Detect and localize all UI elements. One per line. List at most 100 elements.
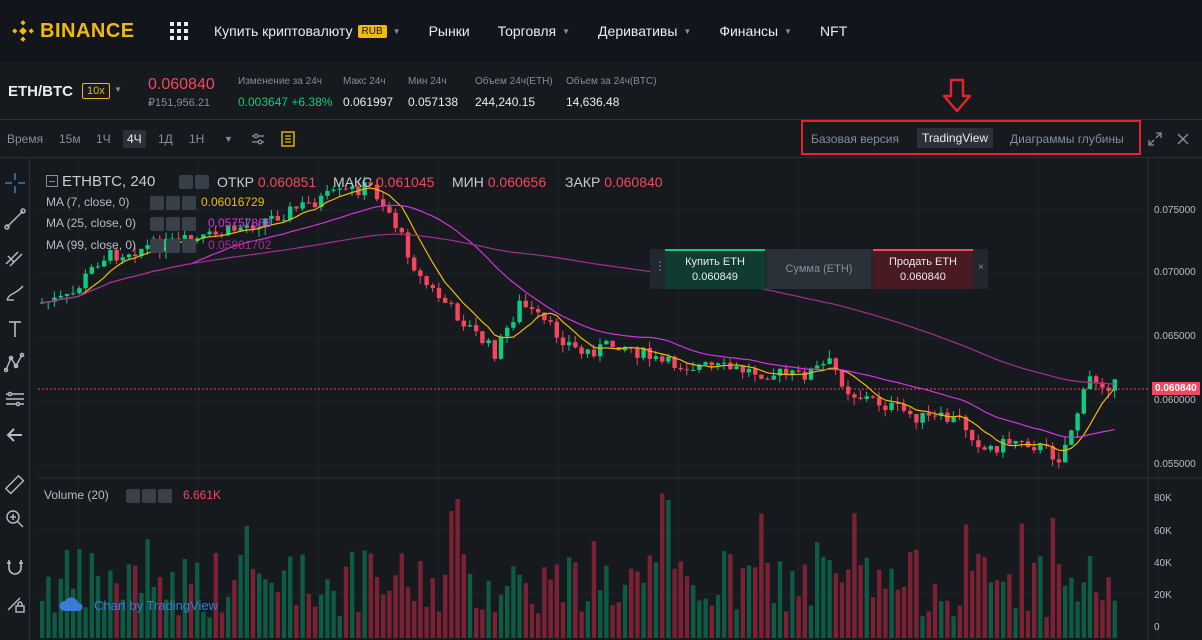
trend-line-icon[interactable]	[4, 208, 26, 230]
price-axis-label: 0.055000	[1154, 459, 1196, 470]
eye-icon	[150, 239, 164, 253]
top-navbar: BINANCE Купить криптовалюту RUB ▼ Рынки …	[0, 0, 1202, 62]
ruler-icon[interactable]	[4, 474, 26, 496]
text-icon[interactable]	[4, 318, 26, 340]
buy-label: Купить ETH	[685, 256, 745, 268]
nav-markets[interactable]: Рынки	[429, 23, 470, 39]
sell-label: Продать ETH	[888, 256, 958, 268]
interval-1h[interactable]: 1Ч	[96, 132, 111, 146]
nav-trade-label: Торговля	[497, 23, 557, 39]
gear-icon	[195, 175, 209, 189]
nav-buy-crypto[interactable]: Купить криптовалюту RUB ▼	[214, 23, 401, 39]
price-axis-label: 0.070000	[1154, 267, 1196, 278]
view-basic[interactable]: Базовая версия	[811, 132, 899, 146]
close-value: 0.060840	[604, 174, 663, 190]
chevron-down-icon[interactable]: ▼	[114, 85, 122, 94]
nav-nft[interactable]: NFT	[820, 23, 847, 39]
cloud-icon	[59, 597, 83, 611]
gear-icon	[142, 489, 156, 503]
ma99-actions[interactable]	[150, 239, 196, 253]
close-icon	[182, 239, 196, 253]
volume-axis-label: 60K	[1154, 526, 1172, 537]
volume-axis-label: 80K	[1154, 493, 1172, 504]
interval-15m[interactable]: 15м	[59, 132, 81, 146]
binance-logo-icon	[12, 20, 34, 42]
gear-icon	[166, 239, 180, 253]
brush-icon[interactable]	[4, 282, 26, 304]
pair-symbol[interactable]: ETH/BTC	[8, 83, 73, 100]
ma25-value: 0.05757868	[208, 216, 272, 230]
volume-legend: Volume (20)	[44, 488, 109, 502]
prediction-icon[interactable]	[4, 388, 26, 410]
collapse-icon[interactable]	[46, 175, 58, 187]
apps-grid-icon[interactable]	[170, 22, 188, 40]
close-label: ЗАКР	[565, 174, 601, 190]
symbol-legend: ETHBTC, 240	[46, 173, 155, 190]
nav-derivatives[interactable]: Деривативы ▼	[598, 23, 691, 39]
eye-icon	[126, 489, 140, 503]
rub-badge: RUB	[357, 24, 387, 38]
interval-dropdown-icon[interactable]: ▼	[224, 134, 233, 144]
stat-change-24h: Изменение за 24ч 0.003647 +6.38%	[238, 76, 332, 109]
stat-label: Мин 24ч	[408, 76, 447, 87]
stat-volume-btc: Объем за 24ч(BTC) 14,636.48	[566, 76, 657, 109]
leverage-badge[interactable]: 10x	[82, 83, 110, 99]
ticker-bar: ETH/BTC 10x ▼ 0.060840 ₽151,956.21 Измен…	[0, 62, 1202, 120]
volume-actions[interactable]	[126, 489, 172, 503]
stat-value: 0.057138	[408, 95, 459, 109]
tradingview-watermark[interactable]: Chart by TradingView	[58, 597, 218, 613]
quick-order-widget: ⋮⋮ Купить ETH 0.060849 Сумма (ETH) Прода…	[650, 249, 988, 289]
chevron-down-icon: ▼	[784, 26, 793, 36]
stat-label: Изменение за 24ч	[238, 76, 322, 87]
chevron-down-icon: ▼	[392, 26, 401, 36]
close-icon[interactable]	[1177, 133, 1189, 145]
crosshair-icon[interactable]	[4, 172, 26, 194]
ma25-actions[interactable]	[150, 217, 196, 231]
stat-label: Макс 24ч	[343, 76, 386, 87]
eye-icon	[179, 175, 193, 189]
buy-button[interactable]: Купить ETH 0.060849	[665, 249, 765, 289]
view-depth-chart[interactable]: Диаграммы глубины	[1010, 132, 1124, 146]
current-price-tag: 0.060840	[1152, 382, 1200, 395]
legend-actions[interactable]	[179, 175, 209, 189]
low-value: 0.060656	[487, 174, 547, 190]
close-icon[interactable]: ×	[978, 262, 984, 273]
high-value: 0.061045	[376, 174, 435, 190]
fullscreen-icon[interactable]	[1148, 132, 1162, 146]
interval-1d[interactable]: 1Д	[158, 132, 173, 146]
sell-button[interactable]: Продать ETH 0.060840	[873, 249, 973, 289]
volume-axis-label: 20K	[1154, 590, 1172, 601]
volume-axis-label: 0	[1154, 622, 1160, 633]
buy-price: 0.060849	[692, 271, 738, 283]
settings-sliders-icon[interactable]	[251, 132, 265, 146]
nav-buy-crypto-label: Купить криптовалюту	[214, 23, 353, 39]
sell-price: 0.060840	[900, 271, 946, 283]
binance-logo[interactable]: BINANCE	[12, 20, 162, 43]
nav-markets-label: Рынки	[428, 23, 470, 39]
candlestick-chart[interactable]	[38, 158, 1202, 640]
main-menu: Купить криптовалюту RUB ▼ Рынки Торговля…	[214, 23, 875, 39]
ohlc-close: ЗАКР 0.060840	[565, 174, 663, 190]
open-value: 0.060851	[257, 174, 317, 190]
interval-time[interactable]: Время	[7, 132, 44, 146]
view-tradingview[interactable]: TradingView	[917, 128, 994, 148]
nav-derivatives-label: Деривативы	[598, 23, 678, 39]
nav-trade[interactable]: Торговля ▼	[498, 23, 570, 39]
back-arrow-icon[interactable]	[4, 424, 26, 446]
lock-drawing-icon[interactable]	[4, 592, 26, 614]
magnet-icon[interactable]	[4, 556, 26, 578]
amount-input[interactable]: Сумма (ETH)	[767, 249, 871, 289]
close-icon	[182, 196, 196, 210]
interval-1w[interactable]: 1Н	[189, 132, 205, 146]
ma7-actions[interactable]	[150, 196, 196, 210]
zoom-in-icon[interactable]	[4, 508, 26, 530]
interval-4h[interactable]: 4Ч	[123, 130, 146, 148]
fib-tool-icon[interactable]	[4, 246, 26, 268]
indicator-list-icon[interactable]	[281, 131, 295, 147]
pattern-icon[interactable]	[4, 352, 26, 374]
ma7-value: 0.06016729	[201, 195, 265, 209]
nav-finance[interactable]: Финансы ▼	[719, 23, 792, 39]
open-label: ОТКР	[217, 174, 254, 190]
highlight-box	[801, 120, 1141, 155]
stat-label: Объем 24ч(ETH)	[475, 76, 553, 87]
